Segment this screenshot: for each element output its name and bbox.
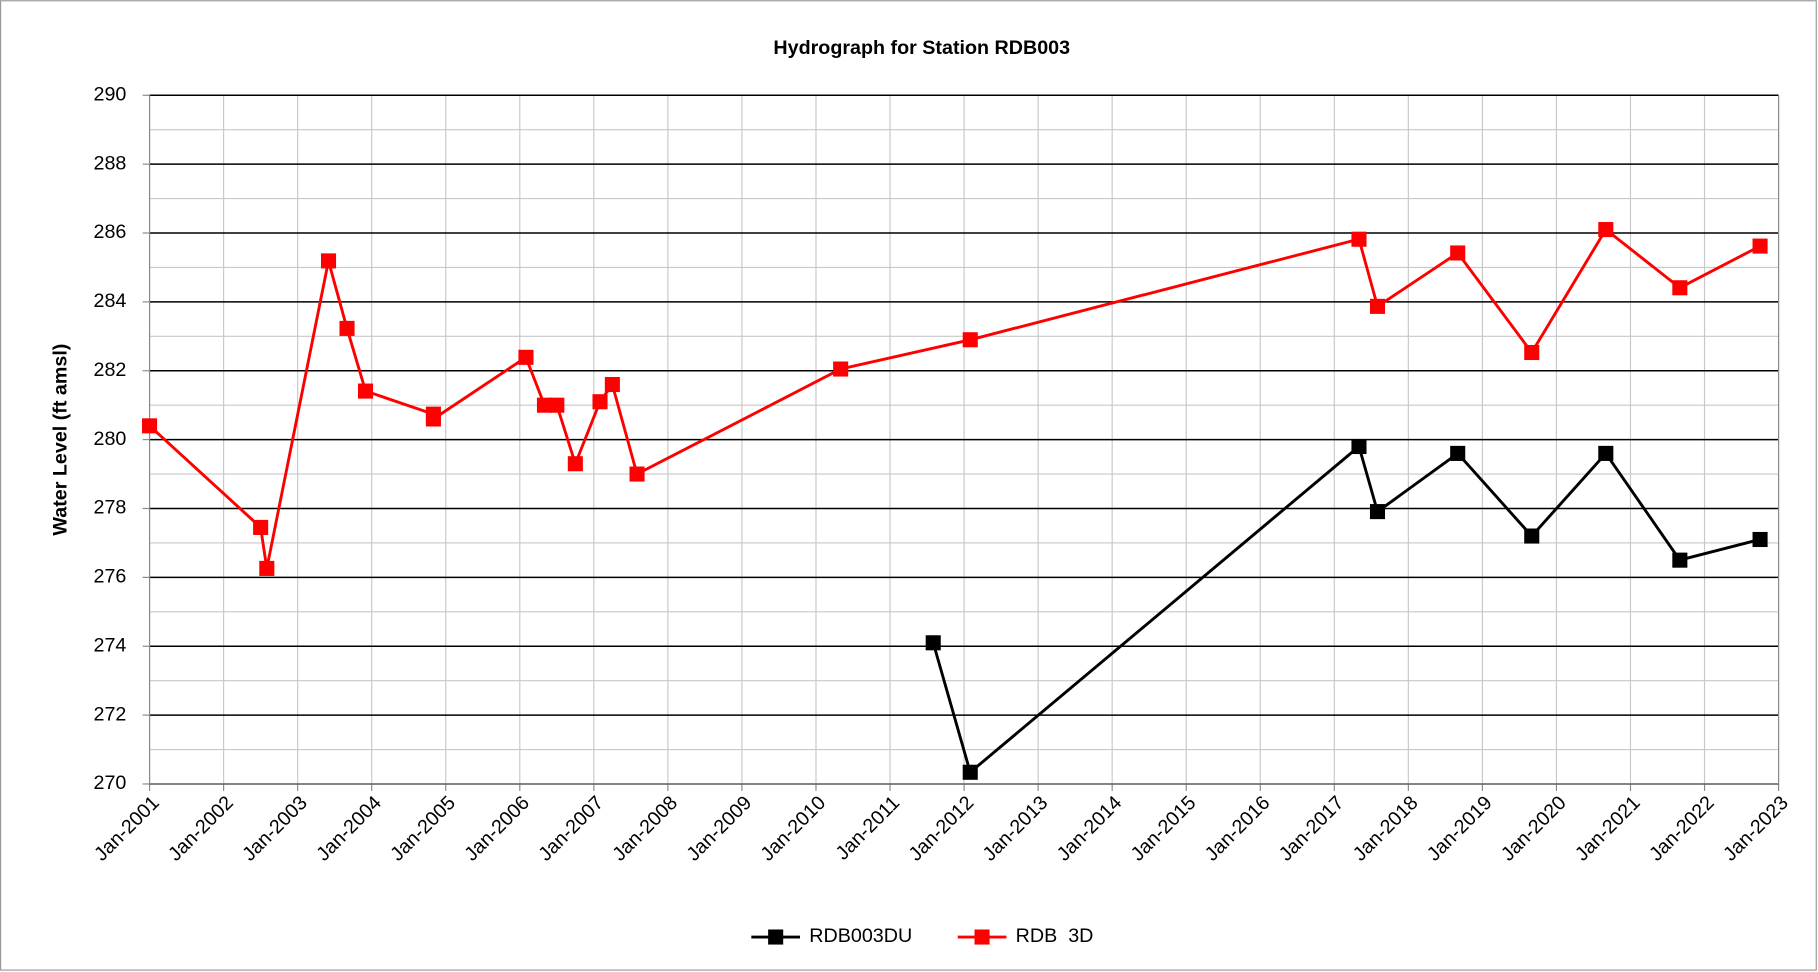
point-marker <box>1524 344 1540 361</box>
point-marker <box>592 394 608 410</box>
point-marker <box>1672 280 1688 296</box>
point-marker <box>925 635 941 651</box>
y-tick-label: 270 <box>94 772 127 794</box>
point-marker <box>1450 445 1466 461</box>
point-marker <box>567 456 583 472</box>
point-marker <box>962 764 978 780</box>
point-marker <box>1752 531 1768 548</box>
point-marker <box>1351 438 1367 455</box>
point-marker <box>142 418 158 434</box>
y-tick-label: 276 <box>94 566 127 588</box>
point-marker <box>833 361 849 377</box>
chart-title: Hydrograph for Station RDB003 <box>773 37 1070 59</box>
point-marker <box>604 376 620 393</box>
y-tick-label: 272 <box>94 703 127 725</box>
point-marker <box>1450 245 1466 261</box>
y-tick-label: 286 <box>94 221 127 243</box>
point-marker <box>425 411 441 427</box>
point-marker <box>1672 552 1688 568</box>
point-marker <box>1351 231 1367 247</box>
y-tick-label: 288 <box>94 152 127 174</box>
point-marker <box>259 560 275 576</box>
point-marker <box>1524 528 1540 544</box>
point-marker <box>320 253 337 269</box>
point-marker <box>1598 222 1614 238</box>
legend-marker <box>974 929 990 945</box>
point-marker <box>1752 238 1768 254</box>
point-marker <box>1369 298 1386 314</box>
point-marker <box>339 320 355 336</box>
legend-label: RDB 3D <box>1016 925 1094 947</box>
legend-label: RDB003DU <box>809 925 912 947</box>
y-tick-label: 278 <box>94 497 127 519</box>
series-line <box>148 227 1761 569</box>
point-marker <box>1369 504 1386 520</box>
point-marker <box>549 397 565 413</box>
y-tick-label: 282 <box>94 359 127 381</box>
point-marker <box>357 383 374 399</box>
y-tick-label: 284 <box>94 290 127 312</box>
point-marker <box>962 332 978 348</box>
point-marker <box>629 466 645 482</box>
point-marker <box>1598 445 1614 461</box>
legend-marker <box>768 929 784 945</box>
point-marker <box>536 397 553 413</box>
y-tick-label: 274 <box>94 634 127 656</box>
point-marker <box>518 349 534 365</box>
y-tick-label: 290 <box>94 83 127 105</box>
point-marker <box>253 519 269 535</box>
y-axis-label: Water Level (ft amsl) <box>50 344 72 536</box>
y-tick-label: 280 <box>94 428 127 450</box>
